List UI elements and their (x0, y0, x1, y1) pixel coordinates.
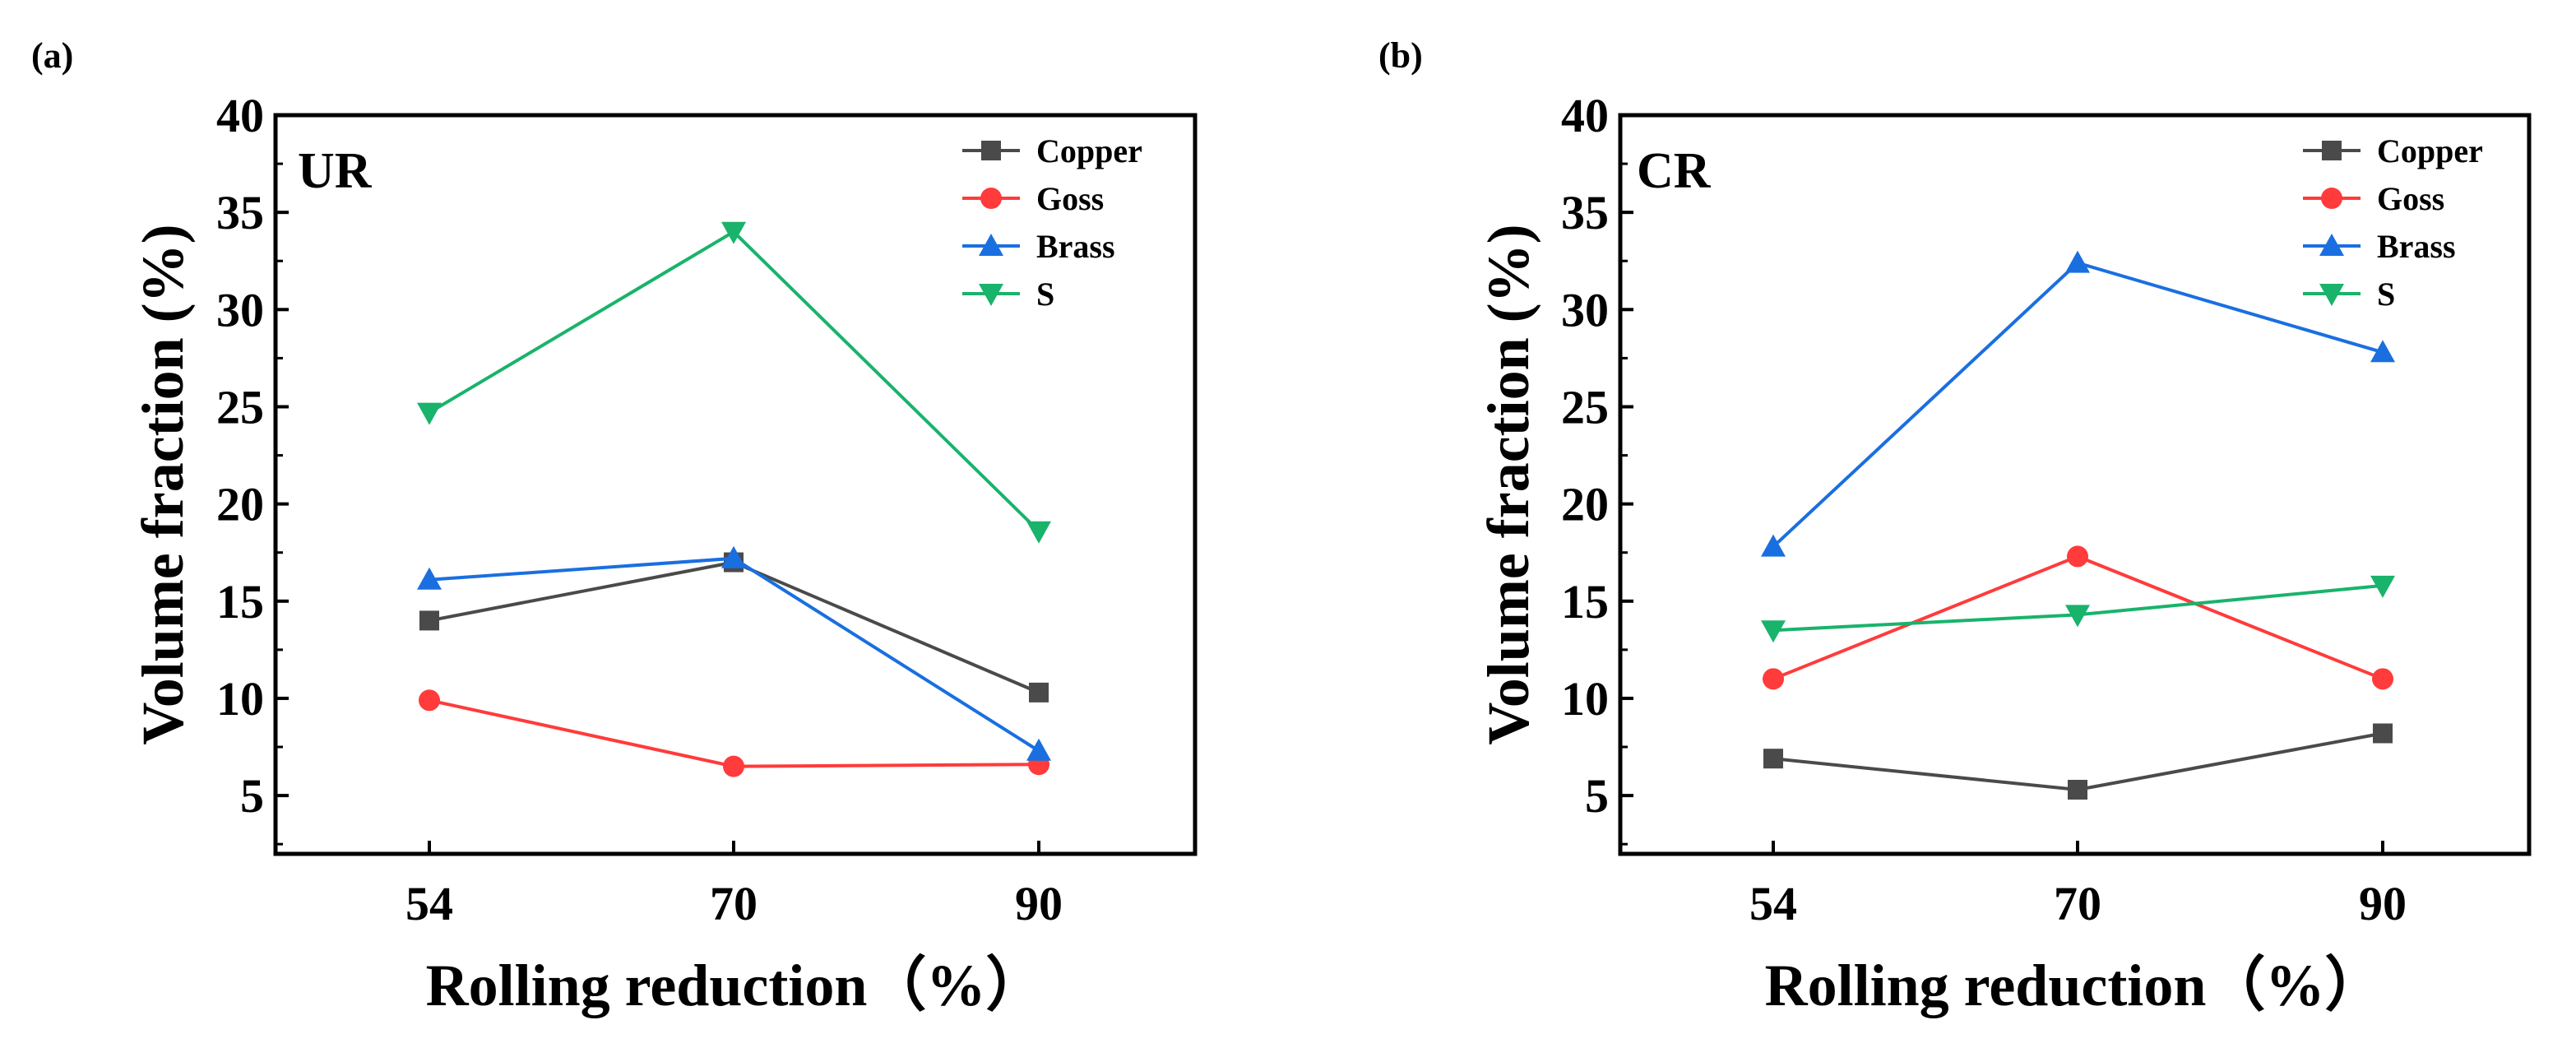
data-point-s-54 (1761, 620, 1786, 643)
data-point-goss-54 (1763, 668, 1784, 690)
data-point-brass-90 (1026, 738, 1051, 761)
panel-b: (b) 5 10 15 20 25 30 35 40 54 70 90 CR Rolling re… (1378, 35, 2532, 1018)
y-tick-label: 20 (216, 478, 264, 531)
legend-marker-goss (2321, 188, 2342, 209)
y-tick-label: 35 (216, 186, 264, 239)
x-axis-a: 54 70 90 (405, 841, 1063, 930)
data-point-brass-90 (2370, 340, 2395, 363)
y-tick-label: 20 (1561, 478, 1609, 531)
data-point-copper-54 (1763, 749, 1783, 769)
data-point-brass-54 (1761, 534, 1786, 557)
series-line-s-a (428, 230, 1040, 533)
y-tick-label: 5 (240, 769, 264, 823)
y-axis-b: 5 10 15 20 25 30 35 40 (1561, 89, 1633, 846)
data-point-s-54 (417, 402, 442, 425)
y-tick-label: 10 (1561, 672, 1609, 726)
legend-marker-copper (981, 141, 1001, 160)
inset-label-cr: CR (1637, 143, 1712, 199)
x-tick-label: 54 (405, 877, 453, 930)
x-tick-label: 70 (2054, 877, 2101, 930)
y-tick-label: 40 (1561, 89, 1609, 142)
legend-label-brass: Brass (2377, 228, 2456, 265)
data-point-s-70 (721, 221, 746, 244)
data-point-s-90 (1026, 521, 1051, 544)
y-tick-label: 15 (216, 575, 264, 628)
legend-marker-s (2319, 284, 2344, 306)
x-axis-title-a: Rolling reduction（%） (426, 953, 1045, 1018)
data-point-goss-90 (2372, 668, 2393, 690)
legend-label-copper: Copper (1036, 132, 1142, 169)
legend-marker-brass (2319, 234, 2344, 256)
data-point-goss-70 (2067, 545, 2088, 568)
y-tick-label: 40 (216, 89, 264, 142)
legend-label-s: S (2377, 276, 2395, 313)
plot-frame-b (1618, 113, 2532, 856)
y-tick-label: 10 (216, 672, 264, 726)
legend-b: Copper Goss Brass S (2303, 132, 2483, 313)
data-point-copper-90 (1029, 682, 1049, 703)
legend-label-goss: Goss (1036, 180, 1104, 217)
y-tick-label: 5 (1585, 769, 1609, 823)
legend-a: Copper Goss Brass S (962, 132, 1142, 313)
y-tick-label: 35 (1561, 186, 1609, 239)
data-point-copper-54 (419, 610, 439, 631)
data-point-s-90 (2370, 575, 2395, 598)
data-point-s-70 (2065, 605, 2090, 628)
data-point-brass-54 (417, 567, 442, 590)
series-layer-a (417, 221, 1051, 777)
legend-label-goss: Goss (2377, 180, 2444, 217)
series-line-copper-a (429, 560, 1040, 694)
data-point-brass-70 (721, 545, 746, 568)
legend-label-copper: Copper (2377, 132, 2483, 169)
legend-marker-copper (2322, 141, 2342, 160)
legend-marker-brass (979, 234, 1003, 256)
x-tick-label: 70 (710, 877, 758, 930)
y-axis-title-a: Volume fraction (%) (130, 224, 196, 744)
y-tick-label: 25 (1561, 380, 1609, 434)
legend-marker-s (979, 284, 1003, 306)
data-point-copper-90 (2373, 723, 2393, 744)
y-tick-label: 30 (1561, 283, 1609, 336)
legend-marker-goss (980, 188, 1002, 209)
data-point-copper-70 (2068, 780, 2087, 800)
x-tick-label: 54 (1749, 877, 1797, 930)
y-axis-title-b: Volume fraction (%) (1476, 224, 1541, 744)
inset-label-ur: UR (298, 143, 373, 199)
panel-letter-b: (b) (1378, 35, 1423, 76)
x-axis-b: 54 70 90 (1749, 841, 2407, 930)
x-tick-label: 90 (1015, 877, 1063, 930)
series-line-brass-b (1772, 261, 2384, 549)
x-axis-title-b: Rolling reduction（%） (1765, 953, 2384, 1018)
y-axis-a: 5 10 15 20 25 30 35 40 (216, 89, 289, 846)
y-tick-label: 15 (1561, 575, 1609, 628)
legend-label-brass: Brass (1036, 228, 1115, 265)
panel-a: (a) 5 10 15 20 25 30 35 40 54 70 90 UR Rolling re… (31, 35, 1198, 1018)
y-tick-label: 30 (216, 283, 264, 336)
data-point-goss-70 (723, 755, 744, 777)
panel-letter-a: (a) (31, 35, 73, 76)
data-point-goss-54 (419, 689, 440, 712)
y-tick-label: 25 (216, 380, 264, 434)
legend-label-s: S (1036, 276, 1054, 313)
x-tick-label: 90 (2359, 877, 2407, 930)
series-layer-b (1761, 250, 2395, 800)
data-point-brass-70 (2065, 250, 2090, 273)
